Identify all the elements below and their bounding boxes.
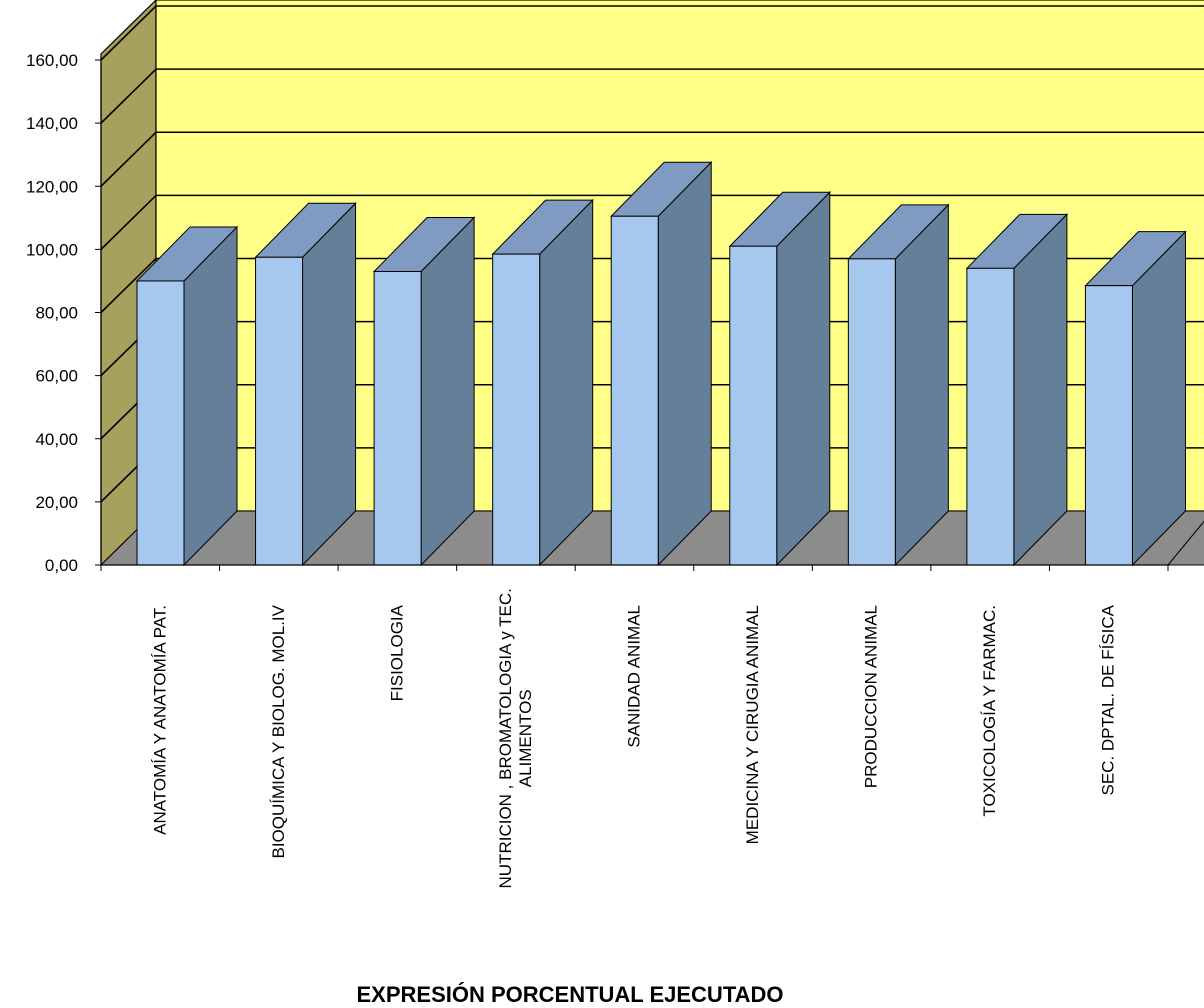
bar-front: [492, 253, 541, 566]
bar: [372, 216, 476, 567]
x-tick-label: MEDICINA Y CIRUGIA ANIMAL: [743, 605, 762, 844]
bar-side: [420, 216, 475, 567]
bar: [491, 198, 594, 567]
bar-front: [729, 245, 778, 566]
bar: [1084, 230, 1187, 567]
bar-front: [255, 256, 304, 566]
x-axis-label: EXPRESIÓN PORCENTUAL EJECUTADO: [356, 982, 783, 1007]
x-tick-label: SANIDAD ANIMAL: [625, 605, 644, 748]
y-tick-labels: 0,00 20,00 40,00 60,00 80,00 100,00 120,00 140,…: [26, 51, 101, 575]
bar: [728, 190, 831, 567]
y-tick-label: 100,00: [26, 240, 78, 259]
bar-side: [894, 203, 949, 567]
gridline: [100, 68, 1204, 124]
bar-side: [657, 161, 712, 567]
gridline: [100, 194, 1204, 250]
x-tick-label: NUTRICION , BROMATOLOGIA y TEC.: [496, 588, 515, 888]
x-tick-label: ALIMENTOS: [516, 689, 535, 787]
y-tick-label: 140,00: [26, 114, 78, 133]
floor-edge: [1167, 520, 1204, 566]
bar-side: [776, 190, 831, 567]
x-tick-labels: ANATOMÍA Y ANATOMÍA PAT. BIOQUÍMICA Y BIO…: [150, 588, 1117, 888]
x-tick-label: ANATOMÍA Y ANATOMÍA PAT.: [150, 605, 169, 835]
bar: [847, 203, 950, 567]
bar-front: [136, 280, 185, 566]
gridline: [100, 131, 1204, 187]
axes: [100, 58, 1169, 571]
y-tick-label: 160,00: [26, 51, 78, 70]
y-tick-label: 0,00: [45, 556, 78, 575]
gridline: [100, 5, 1204, 61]
bar-front: [610, 215, 659, 566]
bar-side: [302, 202, 357, 567]
x-tick-label: PRODUCCION ANIMAL: [862, 605, 881, 788]
y-tick-label: 120,00: [26, 177, 78, 196]
x-tick-label: FISIOLOGIA: [387, 604, 406, 701]
bar-side: [1013, 213, 1068, 567]
y-tick-label: 40,00: [35, 430, 78, 449]
x-tick-label: BIOQUÍMICA Y BIOLOG. MOL.IV: [269, 604, 288, 858]
bar: [254, 202, 357, 567]
bar-front: [373, 270, 422, 566]
bar-side: [1131, 230, 1186, 567]
y-tick-label: 20,00: [35, 493, 78, 512]
bar-front: [847, 258, 896, 566]
bar-front: [1084, 285, 1133, 566]
y-tick-label: 60,00: [35, 367, 78, 386]
x-tick-label: TOXICOLOGÍA Y FARMAC.: [980, 605, 999, 817]
bar: [135, 225, 239, 567]
bar-side: [539, 198, 594, 567]
y-tick-label: 80,00: [35, 304, 78, 323]
bar-front: [966, 267, 1015, 566]
bar-side: [183, 225, 238, 567]
bars: [135, 161, 1187, 567]
bar: [965, 213, 1069, 567]
x-tick-label: SEC. DPTAL. DE FÍSICA: [1099, 604, 1118, 795]
bar: [610, 161, 713, 567]
